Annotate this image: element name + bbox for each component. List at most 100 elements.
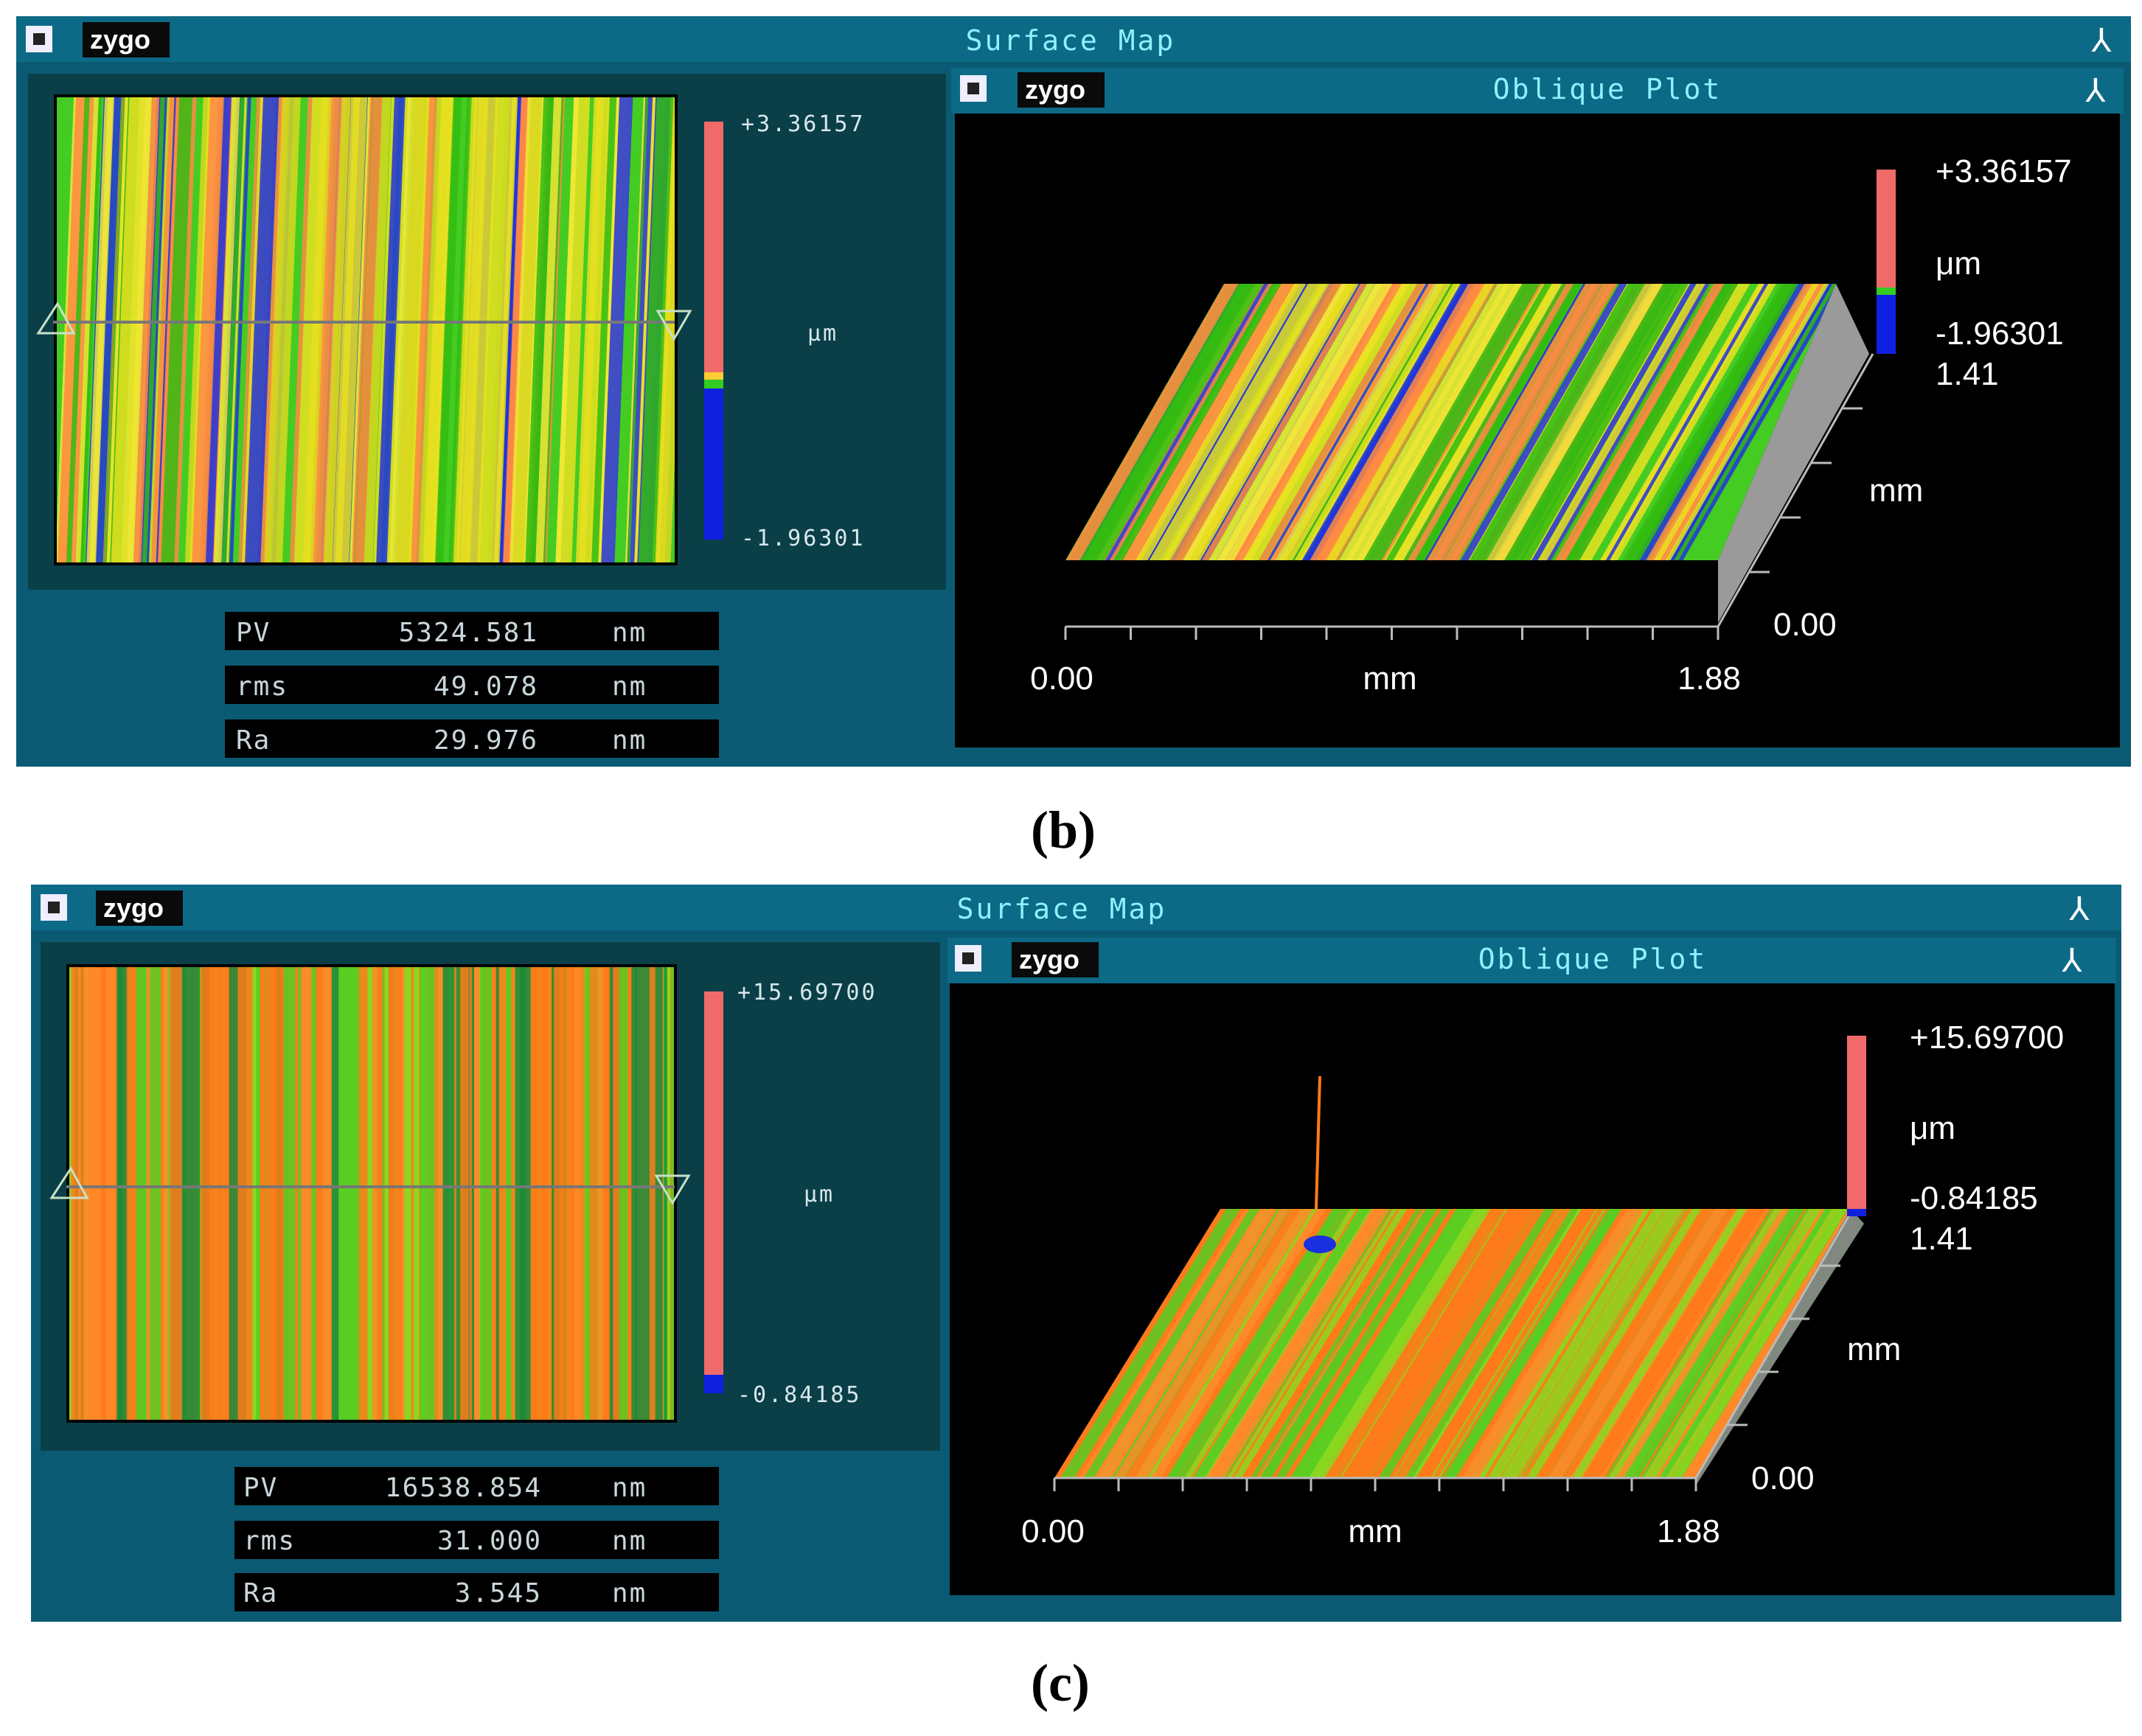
resize-icon[interactable]: ⅄ — [2085, 73, 2106, 109]
stat-label: PV — [243, 1473, 278, 1503]
surface-stripe — [456, 96, 489, 564]
surface-stripe — [1531, 284, 1697, 560]
surface-stripe — [1424, 284, 1586, 560]
surface-stripe — [1444, 284, 1618, 560]
surface-stripe — [635, 966, 652, 1421]
colorbar-low — [704, 388, 723, 540]
surface-stripe — [515, 966, 531, 1421]
profile-start-marker[interactable] — [36, 301, 76, 335]
surface-stripe — [1166, 284, 1330, 560]
surface-stripe — [480, 966, 494, 1421]
zygo-logo-text: zygo — [1019, 944, 1079, 975]
surface-stripe — [638, 96, 674, 564]
surface-stripe — [602, 966, 610, 1421]
surface-stripe — [1257, 1209, 1426, 1478]
surface-stripe — [1240, 284, 1417, 560]
oblique-surface — [1065, 284, 1836, 560]
resize-icon[interactable]: ⅄ — [2069, 891, 2090, 927]
colorbar-low — [704, 1375, 723, 1393]
surface-stripe — [1193, 1209, 1371, 1478]
surface-stripe — [1310, 284, 1485, 560]
surface-stripe — [1325, 1209, 1500, 1478]
oblique-surface — [1054, 1209, 1851, 1478]
surface-stripe — [1461, 284, 1627, 560]
surface-stripe — [1354, 284, 1525, 560]
surface-stripe — [260, 966, 264, 1421]
surface-stripe — [1171, 284, 1339, 560]
surface-stripe — [205, 96, 232, 564]
surface-stripe — [1555, 284, 1723, 560]
surface-stripe — [1231, 1209, 1400, 1478]
surface-stripe — [506, 966, 512, 1421]
caption-b: (b) — [1031, 801, 1096, 860]
surface-stripe — [1403, 284, 1567, 560]
oblique-side-face — [1696, 1209, 1864, 1485]
oblique-zunit: μm — [1936, 245, 1981, 282]
surface-stripe — [1280, 284, 1451, 560]
profile-end-marker[interactable] — [654, 1174, 691, 1205]
oblique-colorbar-high — [1847, 1036, 1866, 1209]
surface-stripe — [117, 966, 129, 1421]
surface-stripe — [245, 96, 279, 564]
surface-stripe — [1643, 1209, 1822, 1478]
surface-stripe — [1263, 1209, 1438, 1478]
stat-label: Ra — [243, 1578, 278, 1608]
surface-stripe — [1093, 1209, 1278, 1478]
title-bar-c — [31, 885, 2121, 930]
oblique-title-bar — [951, 68, 2124, 114]
surface-map-image — [55, 96, 676, 564]
surface-stripe — [1311, 1209, 1491, 1478]
surface-stripe — [133, 96, 160, 564]
surface-stripe — [376, 96, 406, 564]
surface-stripe — [1183, 1209, 1357, 1478]
surface-stripe — [477, 96, 511, 564]
x-axis-ticks — [1064, 627, 1719, 640]
colorbar-high — [704, 122, 723, 376]
surface-stripe — [126, 966, 136, 1421]
resize-icon[interactable]: ⅄ — [2091, 23, 2112, 59]
oblique-zmax: +3.36157 — [1936, 153, 2072, 189]
colorbar-unit: μm — [804, 1182, 835, 1207]
surface-stripe — [601, 96, 633, 564]
surface-map-image — [68, 966, 675, 1421]
zygo-logo — [1018, 72, 1105, 108]
stat-row-ra — [234, 1573, 719, 1611]
oblique-colorbar-low — [1877, 295, 1896, 354]
surface-stripe — [1500, 1209, 1683, 1478]
resize-icon[interactable]: ⅄ — [2062, 943, 2082, 979]
surface-stripe — [1378, 1209, 1548, 1478]
oblique-xunit: mm — [1363, 660, 1416, 697]
zygo-logo — [1012, 942, 1099, 977]
surface-stripe — [389, 966, 403, 1421]
surface-stripe — [1290, 1209, 1475, 1478]
profile-start-marker[interactable] — [49, 1166, 89, 1199]
surface-stripe — [1496, 1209, 1666, 1478]
surface-stripe — [77, 966, 81, 1421]
stat-unit: nm — [612, 1578, 647, 1608]
oblique-xmax: 1.88 — [1657, 1513, 1720, 1549]
oblique-title: Oblique Plot — [1478, 943, 1708, 975]
surface-stripe — [1083, 1209, 1260, 1478]
surface-stripe — [293, 96, 329, 564]
surface-stripe — [535, 966, 549, 1421]
surface-stripe — [435, 96, 462, 564]
stat-label: rms — [243, 1526, 296, 1556]
surface-stripe — [1124, 1209, 1301, 1478]
stat-unit: nm — [612, 1526, 647, 1556]
stat-row-rms — [225, 666, 719, 704]
oblique-ymax: 1.41 — [1936, 356, 1999, 392]
window-menu-icon-glyph — [33, 33, 45, 45]
surface-stripe — [411, 966, 414, 1421]
surface-stripe — [170, 966, 184, 1421]
surface-stripe — [1622, 284, 1795, 560]
profile-end-marker[interactable] — [656, 310, 692, 341]
surface-stripe — [161, 96, 193, 564]
surface-stripe — [181, 966, 201, 1421]
zygo-logo-text: zygo — [1025, 74, 1085, 105]
colorbar-max: +15.69700 — [737, 980, 877, 1005]
stat-unit: nm — [612, 1473, 647, 1503]
surface-stripe — [1357, 1209, 1539, 1478]
surface-stripe — [555, 96, 580, 564]
surface-stripe — [1385, 284, 1552, 560]
surface-stripe — [1493, 284, 1663, 560]
